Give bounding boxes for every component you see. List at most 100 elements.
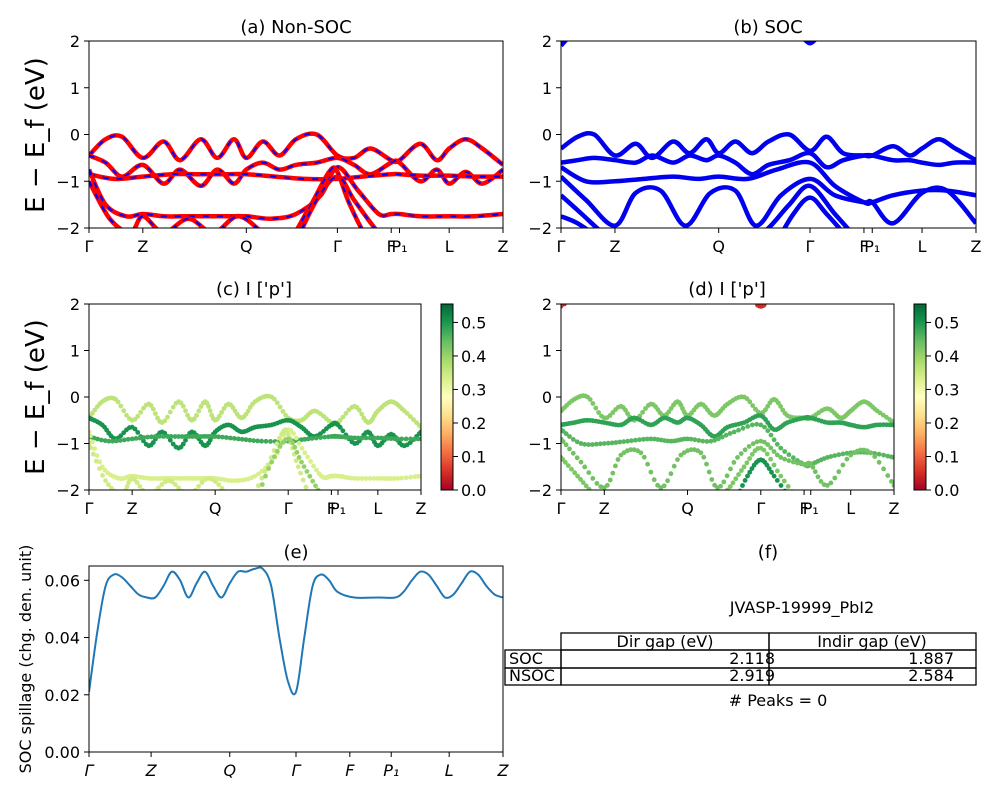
band-point	[110, 438, 115, 444]
band-point	[115, 399, 121, 405]
band-point	[269, 459, 274, 465]
band-point	[318, 435, 323, 440]
band-point	[778, 473, 784, 479]
band-point	[232, 408, 238, 414]
band-point	[709, 477, 715, 482]
band-point	[89, 441, 92, 446]
soc-band-line	[782, 195, 843, 228]
xtick-label: L	[445, 761, 454, 780]
band-point	[601, 441, 607, 446]
band-point	[191, 416, 197, 422]
band-point	[121, 408, 127, 414]
colorbar-tick-label: 0.3	[934, 380, 959, 399]
band-point	[176, 485, 181, 490]
band-point	[265, 462, 271, 468]
panel-a: (a) Non-SOC 2 1 0 −1 −2 Γ Z Q Γ FP₁ L Z	[56, 17, 508, 256]
band-point	[570, 437, 576, 442]
band-point	[137, 435, 143, 441]
band-point	[844, 456, 850, 462]
band-point	[363, 435, 369, 441]
band-point	[399, 475, 405, 481]
band-point	[412, 474, 418, 480]
band-point	[170, 404, 176, 410]
band-point	[359, 476, 365, 481]
band-point	[664, 503, 669, 508]
nsoc-band-dash	[89, 172, 503, 181]
band-point	[622, 502, 627, 507]
band-point	[98, 437, 104, 443]
band-point	[117, 438, 123, 443]
band-point	[207, 408, 213, 414]
band-point	[404, 411, 410, 416]
band-point	[132, 416, 138, 422]
band-point	[768, 445, 774, 451]
band-point	[671, 463, 677, 469]
band-point	[704, 461, 709, 467]
band-point	[612, 503, 617, 508]
band-point	[749, 466, 755, 471]
band-point	[764, 451, 770, 457]
colorbar-tick-label: 0.5	[934, 313, 959, 332]
band-point	[698, 450, 704, 456]
band-point	[133, 436, 139, 441]
band-point	[740, 483, 745, 488]
band-point	[754, 421, 760, 427]
band-point	[761, 447, 767, 453]
band-point	[864, 448, 870, 454]
band-point	[112, 488, 117, 490]
band-point	[357, 407, 362, 413]
band-point	[155, 415, 160, 421]
band-point	[795, 460, 800, 466]
band-point	[407, 440, 413, 445]
band-point	[186, 492, 191, 497]
band-point	[840, 451, 846, 457]
band-point	[363, 476, 369, 481]
band-point	[768, 432, 774, 438]
band-point	[263, 473, 268, 479]
band-point	[582, 464, 588, 470]
band-point	[692, 437, 698, 443]
ytick-label: 0	[70, 126, 80, 145]
band-point	[138, 409, 144, 415]
band-point	[706, 469, 712, 475]
band-point	[722, 491, 727, 496]
band-point	[150, 491, 155, 496]
band-point	[696, 438, 702, 443]
xtick-label: Q	[209, 499, 222, 518]
band-point	[621, 439, 627, 444]
band-point	[771, 473, 777, 479]
band-point	[418, 429, 421, 435]
xtick-label: Z	[137, 237, 148, 256]
xtick-label: Γ	[557, 499, 566, 518]
band-point	[143, 491, 148, 496]
xtick-label: P₁	[383, 761, 399, 780]
band-point	[196, 484, 202, 489]
band-point	[810, 464, 816, 470]
band-point	[593, 405, 599, 411]
band-point	[395, 436, 401, 442]
ytick-label: 1	[70, 342, 80, 361]
band-point	[641, 436, 646, 442]
ytick-label: −1	[528, 172, 552, 191]
band-point	[876, 451, 882, 457]
band-point	[150, 440, 156, 445]
band-point	[633, 437, 638, 443]
colorbar-tick-label: 0.4	[934, 347, 959, 366]
band-point	[628, 447, 634, 453]
band-point	[681, 450, 687, 455]
band-point	[637, 437, 642, 443]
band-point	[308, 459, 313, 464]
band-point	[582, 441, 588, 447]
ytick-label: 0	[542, 388, 552, 407]
xtick-label: Γ	[557, 237, 566, 256]
band-point	[562, 459, 568, 465]
band-point	[92, 446, 97, 451]
band-point	[789, 498, 794, 503]
band-point	[124, 484, 130, 489]
band-point	[742, 478, 748, 483]
band-point	[183, 437, 188, 443]
band-point	[228, 435, 233, 441]
band-point	[647, 494, 652, 499]
band-point	[613, 463, 618, 469]
band-point	[168, 434, 174, 439]
